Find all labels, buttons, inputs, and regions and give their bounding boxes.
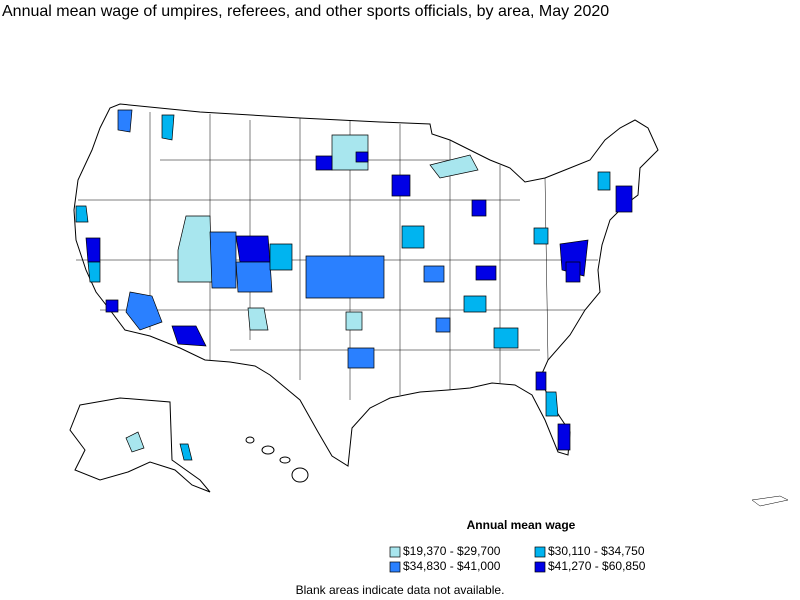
area-fill — [471, 199, 487, 217]
area-fill — [179, 443, 193, 461]
area-fill — [269, 243, 293, 271]
legend-swatch — [534, 546, 546, 558]
puerto-rico — [751, 495, 789, 507]
area-fills — [75, 109, 633, 461]
area-fill — [557, 423, 571, 451]
legend-label: $34,830 - $41,000 — [403, 559, 501, 573]
area-fill — [235, 235, 271, 263]
area-fill — [463, 295, 487, 313]
area-fill — [117, 109, 133, 133]
area-fill — [105, 299, 119, 313]
area-fill — [161, 114, 175, 141]
area-fill — [171, 325, 207, 347]
area-fill — [435, 317, 451, 333]
area-fill — [475, 265, 497, 281]
area-fill — [423, 265, 445, 283]
legend-label: $41,270 - $60,850 — [548, 559, 646, 573]
area-fill — [305, 255, 385, 299]
legend-label: $30,110 - $34,750 — [548, 544, 645, 558]
area-fill — [75, 205, 89, 223]
area-fill — [535, 371, 547, 391]
area-fill — [545, 391, 559, 417]
footnote: Blank areas indicate data not available. — [296, 583, 505, 597]
legend-swatch — [534, 561, 546, 573]
area-fill — [493, 327, 519, 349]
area-fill — [401, 225, 425, 249]
area-fill — [355, 151, 369, 163]
area-fill — [315, 155, 333, 171]
area-fill — [209, 231, 237, 289]
map-title: Annual mean wage of umpires, referees, a… — [2, 3, 609, 20]
area-fill — [125, 431, 145, 453]
area-fill — [87, 261, 101, 283]
area-fill — [345, 311, 363, 331]
area-fill — [565, 261, 581, 283]
legend-swatch — [389, 546, 401, 558]
area-fill — [615, 185, 633, 213]
area-fill — [347, 347, 375, 369]
area-fill — [533, 227, 549, 245]
map — [69, 103, 789, 507]
legend-title: Annual mean wage — [467, 518, 576, 532]
area-fill — [125, 291, 163, 331]
area-fill — [247, 307, 269, 331]
legend-swatch — [389, 561, 401, 573]
hawaii — [245, 436, 309, 483]
area-fill — [177, 215, 213, 283]
legend: Annual mean wage $19,370 - $29,700 $30,11… — [389, 518, 646, 573]
legend-label: $19,370 - $29,700 — [403, 544, 501, 558]
area-fill — [85, 237, 101, 263]
area-fill — [429, 154, 479, 179]
area-fill — [391, 174, 411, 197]
area-fill — [597, 171, 611, 191]
area-fill — [235, 261, 273, 293]
